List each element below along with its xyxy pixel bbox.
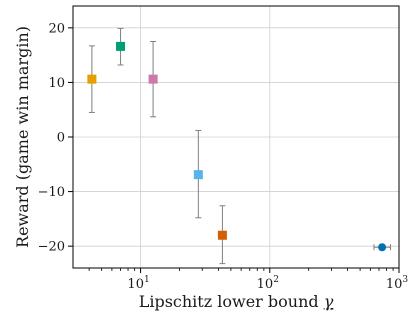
x-tick-exponent: 3 bbox=[402, 275, 408, 285]
data-markers bbox=[87, 41, 387, 252]
x-tick-base: 10 bbox=[257, 277, 274, 292]
x-tick-label: 101 bbox=[127, 275, 149, 292]
y-axis-title: Reward (game win margin) bbox=[13, 26, 32, 248]
x-axis-title-symbol: γ bbox=[324, 292, 334, 311]
y-tick-label: −20 bbox=[38, 240, 65, 255]
y-tick-label: 0 bbox=[57, 131, 65, 146]
data-point-marker bbox=[193, 170, 203, 180]
x-axis-title: Lipschitz lower bound γ bbox=[139, 292, 334, 311]
y-tick-label: 20 bbox=[48, 21, 65, 36]
x-tick-label: 103 bbox=[386, 275, 409, 292]
data-point-marker bbox=[116, 41, 126, 51]
x-tick-exponent: 2 bbox=[273, 275, 279, 285]
y-tick-label: 10 bbox=[48, 76, 65, 91]
data-point-marker bbox=[378, 243, 387, 252]
x-tick-base: 10 bbox=[127, 277, 144, 292]
axis-ticks bbox=[68, 27, 400, 273]
x-tick-base: 10 bbox=[386, 277, 403, 292]
x-tick-exponent: 1 bbox=[144, 275, 150, 285]
grid-lines bbox=[73, 6, 399, 268]
data-point-marker bbox=[87, 74, 97, 84]
data-point-marker bbox=[148, 74, 158, 84]
x-axis-title-text: Lipschitz lower bound bbox=[139, 292, 319, 311]
y-tick-label: −10 bbox=[38, 185, 65, 200]
data-point-marker bbox=[217, 230, 227, 240]
x-tick-label: 102 bbox=[257, 275, 279, 292]
